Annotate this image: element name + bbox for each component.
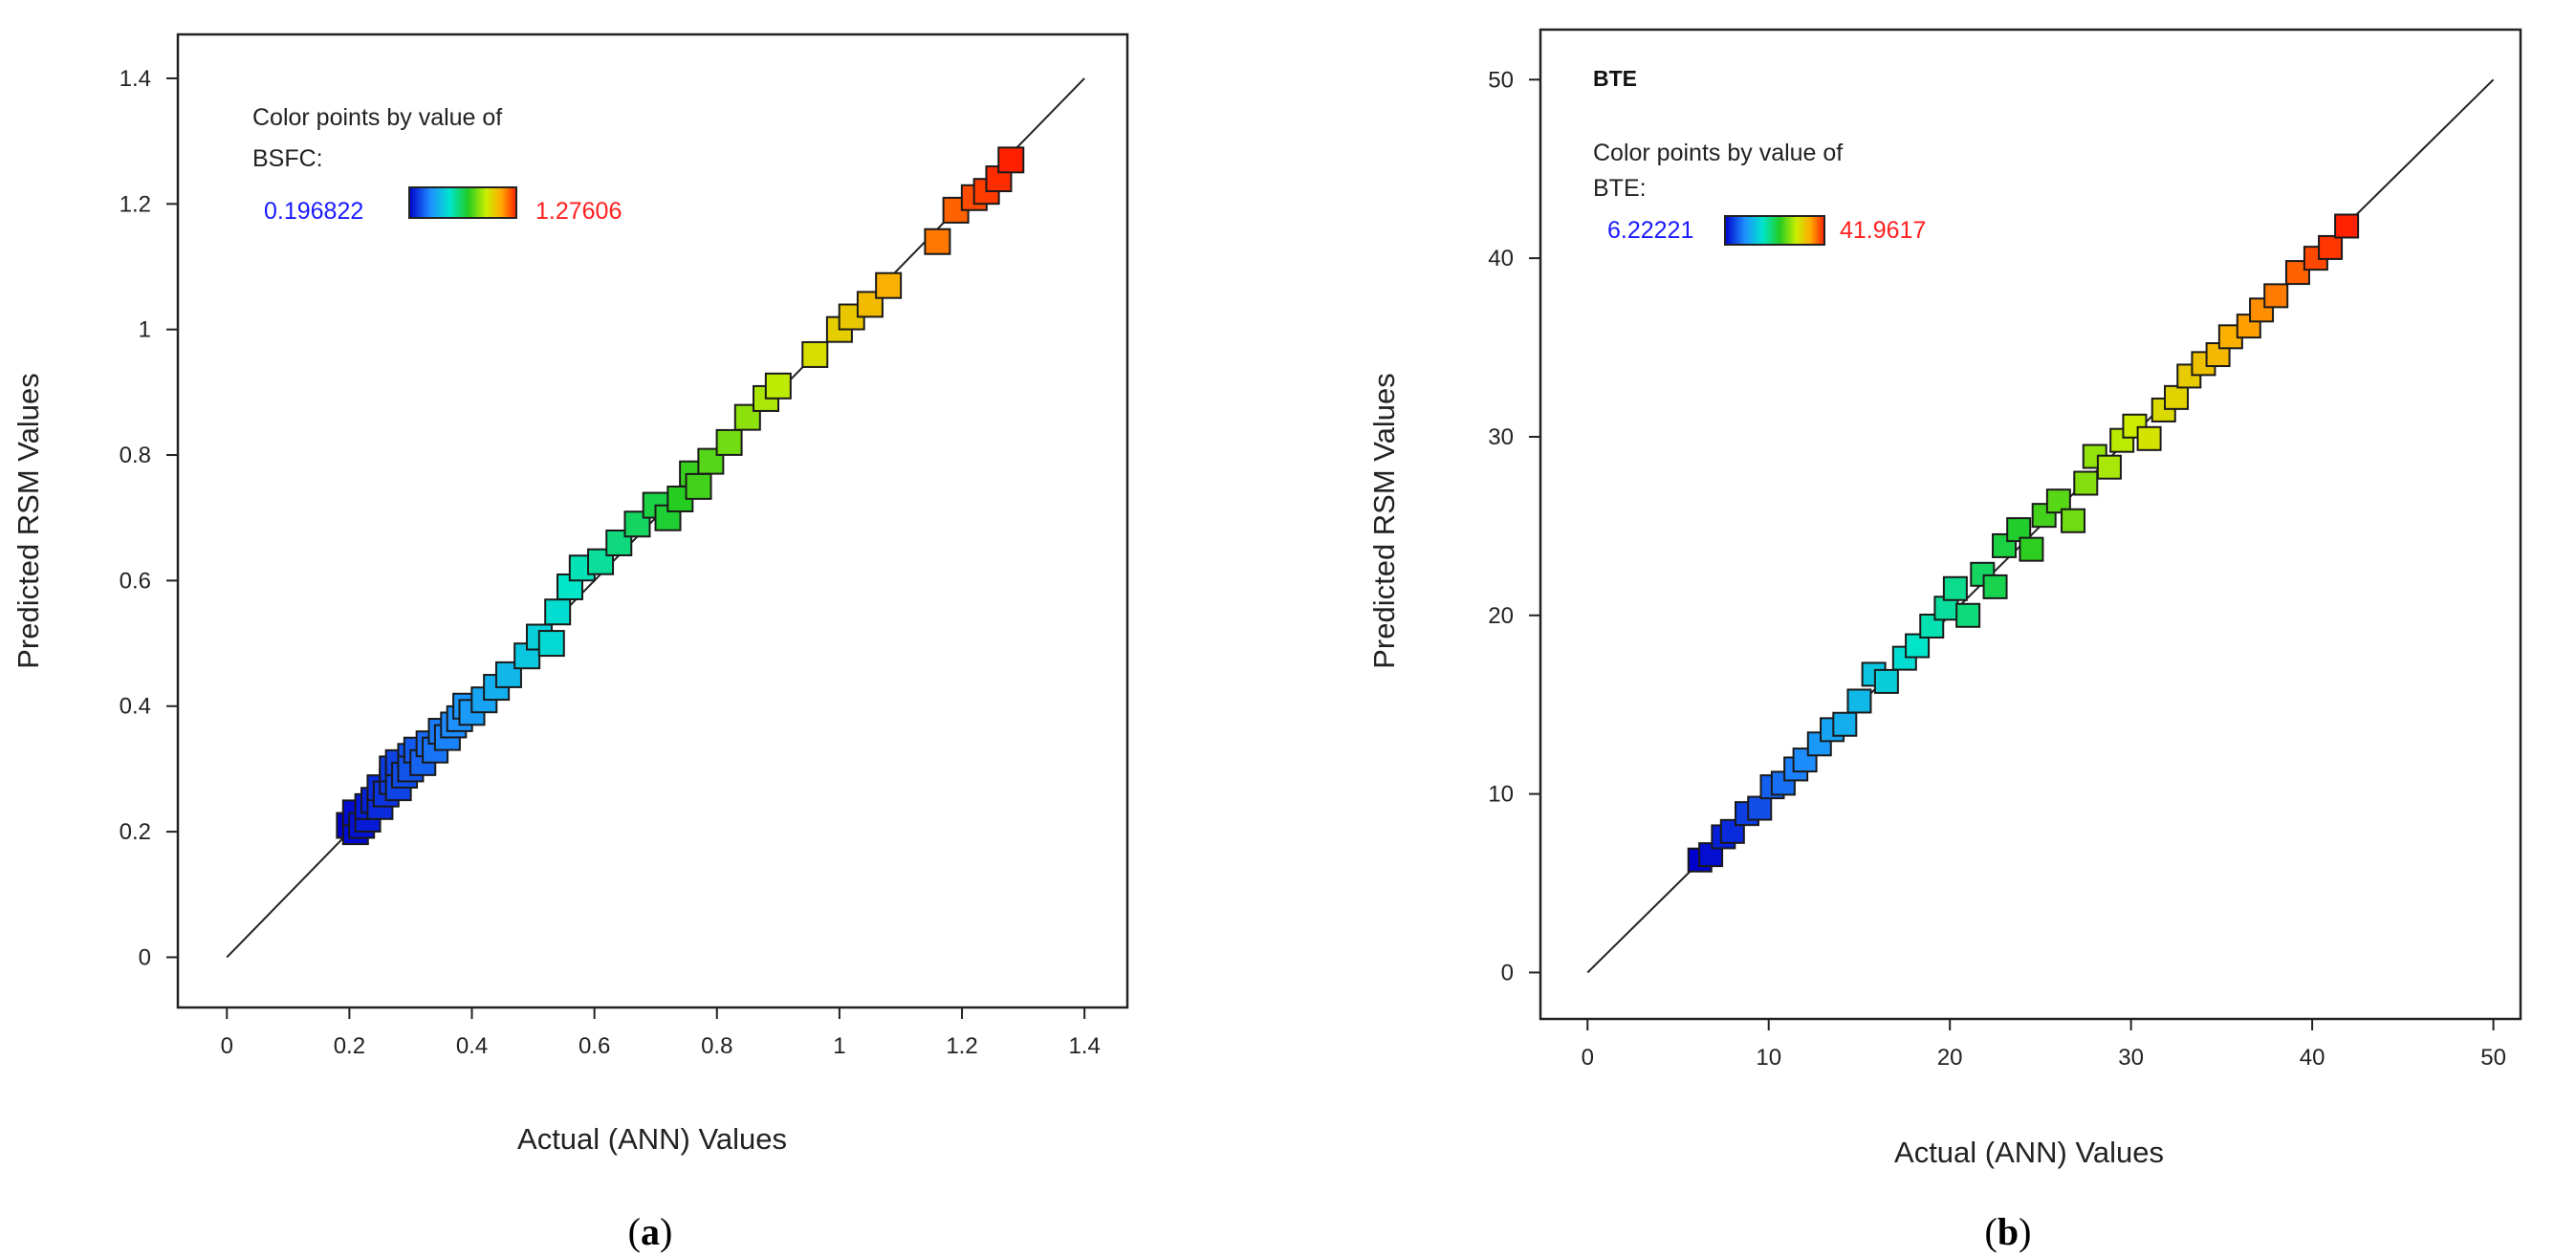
y-axis-label-b: Predicted RSM Values xyxy=(1367,373,1401,669)
x-tick-label: 1 xyxy=(833,1033,845,1059)
scatter-point xyxy=(537,630,565,658)
y-tick-label: 1.2 xyxy=(120,191,151,217)
x-tick-label: 0 xyxy=(1582,1045,1594,1071)
x-tick-label: 0 xyxy=(221,1033,233,1059)
scatter-point xyxy=(2164,384,2190,410)
scatter-point xyxy=(1942,575,1968,601)
y-tick-label: 1 xyxy=(139,317,151,343)
scatter-point xyxy=(587,548,615,575)
scatter-point xyxy=(544,598,572,626)
legend-min-label-a: 0.196822 xyxy=(264,198,363,225)
scatter-point xyxy=(924,227,951,255)
caption-b: (b) xyxy=(1985,1210,2032,1253)
y-tick-label: 0.2 xyxy=(120,819,151,845)
color-legend-a: Color points by value of BSFC: 0.196822 … xyxy=(252,104,622,225)
y-tick-label: 20 xyxy=(1488,603,1514,629)
scatter-point xyxy=(2334,213,2360,239)
scatter-point xyxy=(1832,711,1858,737)
y-tick-label: 0.8 xyxy=(120,443,151,468)
plot-frame-b xyxy=(1539,28,2522,1021)
x-tick-label: 1.2 xyxy=(946,1033,977,1059)
scatter-point xyxy=(1873,668,1899,694)
legend-title-b: BTE xyxy=(1593,66,1637,91)
scatter-point xyxy=(1698,842,1724,868)
x-tick-label: 30 xyxy=(2118,1045,2144,1071)
scatter-point xyxy=(2096,454,2122,480)
plot-frame-a xyxy=(176,32,1129,1009)
x-axis-label-a: Actual (ANN) Values xyxy=(517,1122,787,1156)
scatter-point xyxy=(2061,508,2086,533)
panel-a: 0 0.2 0.4 0.6 0.8 1 1.2 1.4 0 0.2 0.4 0.6 0.8 1 1.2 1.… xyxy=(11,32,1129,1253)
scatter-point xyxy=(2019,536,2044,562)
y-axis-label-a: Predicted RSM Values xyxy=(11,373,45,669)
y-tick-label: 0 xyxy=(1501,960,1514,985)
y-tick-label: 10 xyxy=(1488,782,1514,808)
scatter-points-a xyxy=(336,146,1025,846)
x-axis-ticks-b: 0 10 20 30 40 50 xyxy=(1582,1019,2506,1071)
scatter-point xyxy=(685,472,712,500)
caption-a: (a) xyxy=(628,1210,673,1253)
y-tick-label: 1.4 xyxy=(120,66,151,92)
y-tick-label: 40 xyxy=(1488,246,1514,271)
legend-line1-b: Color points by value of xyxy=(1593,140,1843,166)
scatter-point xyxy=(1982,574,2008,599)
legend-min-label-b: 6.22221 xyxy=(1607,217,1693,244)
y-tick-label: 0 xyxy=(139,944,151,970)
scatter-point xyxy=(801,340,829,368)
scatter-point xyxy=(875,271,903,299)
scatter-point xyxy=(2136,425,2162,451)
y-tick-label: 30 xyxy=(1488,424,1514,450)
scatter-point xyxy=(1846,688,1872,714)
legend-line2-a: BSFC: xyxy=(252,145,323,172)
x-tick-label: 0.8 xyxy=(701,1033,732,1059)
x-tick-label: 50 xyxy=(2480,1045,2506,1071)
legend-max-label-b: 41.9617 xyxy=(1840,217,1926,244)
scatter-point xyxy=(1747,795,1773,821)
y-tick-label: 0.6 xyxy=(120,568,151,594)
scatter-point xyxy=(997,146,1025,174)
colorbar-b xyxy=(1724,215,1825,246)
legend-line2-b: BTE: xyxy=(1593,175,1647,202)
x-tick-label: 0.4 xyxy=(456,1033,488,1059)
scatter-point xyxy=(715,428,743,456)
scatter-point xyxy=(2263,283,2289,309)
scatter-point xyxy=(1992,532,2018,558)
scatter-point xyxy=(2109,427,2135,453)
x-tick-label: 10 xyxy=(1756,1045,1781,1071)
scatter-points-b xyxy=(1687,213,2360,873)
scatter-point xyxy=(764,372,792,400)
scatter-point xyxy=(2318,234,2344,260)
x-tick-label: 40 xyxy=(2300,1045,2325,1071)
scatter-point xyxy=(1955,602,1981,628)
x-axis-ticks-a: 0 0.2 0.4 0.6 0.8 1 1.2 1.4 xyxy=(221,1007,1101,1059)
y-tick-label: 0.4 xyxy=(120,694,151,720)
color-legend-b: BTE Color points by value of BTE: 6.2222… xyxy=(1593,66,1926,246)
scatter-point xyxy=(2073,470,2099,496)
x-tick-label: 1.4 xyxy=(1068,1033,1100,1059)
y-axis-ticks-a: 0 0.2 0.4 0.6 0.8 1 1.2 1.4 xyxy=(120,66,178,970)
x-tick-label: 20 xyxy=(1937,1045,1963,1071)
y-axis-ticks-b: 0 10 20 30 40 50 xyxy=(1488,67,1540,985)
panel-b: 0 10 20 30 40 50 0 10 20 30 40 50 BTE Color points… xyxy=(1367,28,2522,1253)
scatter-point xyxy=(2249,297,2275,323)
legend-line1-a: Color points by value of xyxy=(252,104,502,131)
scatter-point xyxy=(856,291,884,318)
scatter-point xyxy=(1905,633,1931,659)
legend-max-label-a: 1.27606 xyxy=(535,198,622,225)
x-axis-label-b: Actual (ANN) Values xyxy=(1894,1136,2164,1169)
x-tick-label: 0.6 xyxy=(579,1033,610,1059)
x-tick-label: 0.2 xyxy=(334,1033,365,1059)
colorbar-a xyxy=(408,186,517,219)
y-tick-label: 50 xyxy=(1488,67,1514,93)
